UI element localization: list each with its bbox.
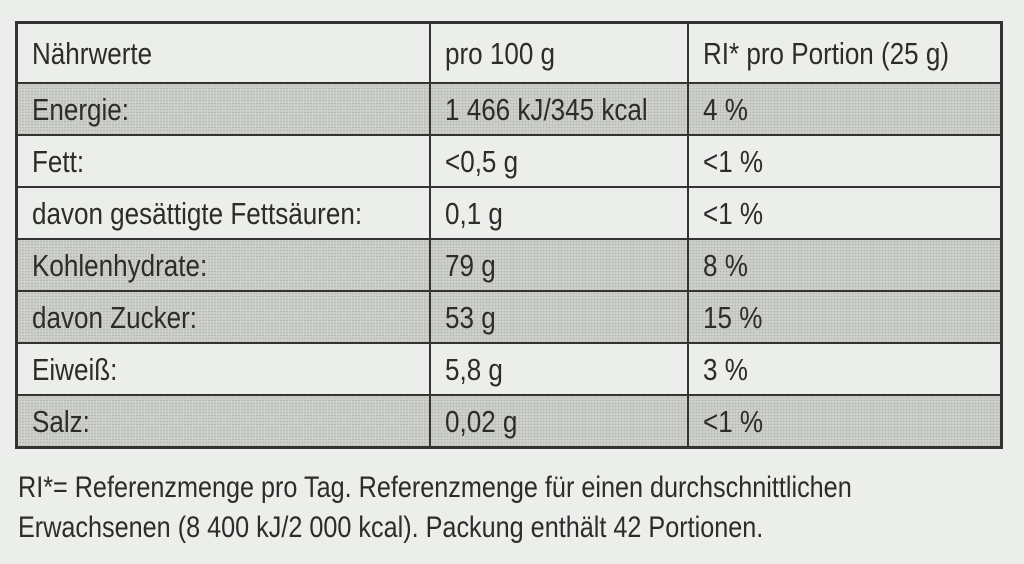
cell-ri-text: 8 %: [703, 247, 748, 283]
cell-ri: 8 %: [687, 238, 1003, 292]
cell-nutrient-text: davon Zucker:: [32, 299, 198, 335]
header-ri-portion: RI* pro Portion (25 g): [687, 21, 1003, 84]
cell-per-100g-text: 53 g: [445, 299, 496, 335]
footnote: RI*= Referenzmenge pro Tag. Referenzmeng…: [18, 468, 1011, 548]
cell-nutrient: davon gesättigte Fettsäuren:: [15, 186, 431, 240]
header-text: RI* pro Portion (25 g): [703, 35, 950, 71]
header-text: pro 100 g: [445, 35, 556, 71]
table-row: Energie: 1 466 kJ/345 kcal 4 %: [15, 82, 1003, 136]
cell-ri-text: 15 %: [703, 299, 763, 335]
cell-per-100g: 79 g: [429, 238, 689, 292]
cell-per-100g: 5,8 g: [429, 342, 689, 396]
cell-ri: <1 %: [687, 186, 1003, 240]
cell-nutrient: Kohlenhydrate:: [15, 238, 431, 292]
table-row: davon Zucker: 53 g 15 %: [15, 290, 1003, 344]
cell-ri-text: <1 %: [703, 195, 764, 231]
header-nutrient: Nährwerte: [15, 21, 431, 84]
cell-per-100g: 0,02 g: [429, 394, 689, 449]
cell-ri: 15 %: [687, 290, 1003, 344]
cell-ri: <1 %: [687, 134, 1003, 188]
cell-per-100g: <0,5 g: [429, 134, 689, 188]
cell-per-100g: 1 466 kJ/345 kcal: [429, 82, 689, 136]
cell-per-100g-text: 1 466 kJ/345 kcal: [445, 91, 648, 127]
cell-per-100g-text: 79 g: [445, 247, 496, 283]
cell-nutrient: Eiweiß:: [15, 342, 431, 396]
cell-nutrient: Energie:: [15, 82, 431, 136]
cell-ri: <1 %: [687, 394, 1003, 449]
footnote-line-2: Erwachsenen (8 400 kJ/2 000 kcal). Packu…: [18, 511, 764, 544]
cell-nutrient-text: Salz:: [32, 403, 90, 439]
cell-per-100g: 0,1 g: [429, 186, 689, 240]
cell-ri-text: 4 %: [703, 91, 748, 127]
cell-per-100g: 53 g: [429, 290, 689, 344]
cell-nutrient-text: Kohlenhydrate:: [32, 247, 208, 283]
cell-ri: 4 %: [687, 82, 1003, 136]
cell-ri-text: <1 %: [703, 143, 764, 179]
cell-nutrient-text: Eiweiß:: [32, 351, 118, 387]
cell-nutrient: Fett:: [15, 134, 431, 188]
header-text: Nährwerte: [32, 35, 153, 71]
cell-nutrient-text: Energie:: [32, 91, 129, 127]
table-row: Eiweiß: 5,8 g 3 %: [15, 342, 1003, 396]
header-per-100g: pro 100 g: [429, 21, 689, 84]
footnote-line-1: RI*= Referenzmenge pro Tag. Referenzmeng…: [18, 471, 852, 504]
nutrition-table: Nährwerte pro 100 g RI* pro Portion (25 …: [15, 21, 1003, 449]
cell-ri-text: <1 %: [703, 403, 764, 439]
cell-per-100g-text: 5,8 g: [445, 351, 503, 387]
table-row: Salz: 0,02 g <1 %: [15, 394, 1003, 449]
table-row: Kohlenhydrate: 79 g 8 %: [15, 238, 1003, 292]
cell-nutrient: davon Zucker:: [15, 290, 431, 344]
cell-nutrient: Salz:: [15, 394, 431, 449]
cell-ri-text: 3 %: [703, 351, 748, 387]
table-header-row: Nährwerte pro 100 g RI* pro Portion (25 …: [15, 21, 1003, 84]
table-row: Fett: <0,5 g <1 %: [15, 134, 1003, 188]
table-row: davon gesättigte Fettsäuren: 0,1 g <1 %: [15, 186, 1003, 240]
cell-nutrient-text: Fett:: [32, 143, 85, 179]
cell-per-100g-text: 0,1 g: [445, 195, 503, 231]
cell-nutrient-text: davon gesättigte Fettsäuren:: [32, 195, 363, 231]
cell-ri: 3 %: [687, 342, 1003, 396]
cell-per-100g-text: 0,02 g: [445, 403, 518, 439]
cell-per-100g-text: <0,5 g: [445, 143, 519, 179]
